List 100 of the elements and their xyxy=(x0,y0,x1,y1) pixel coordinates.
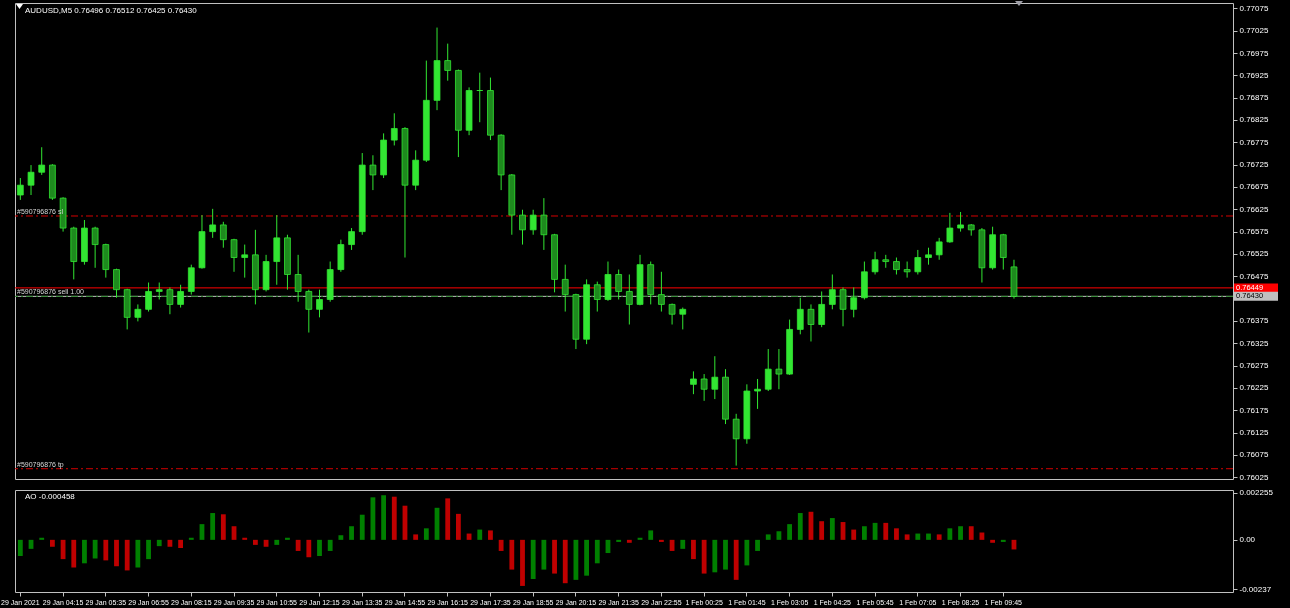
candlestick xyxy=(839,286,847,327)
candlestick xyxy=(273,214,281,286)
bar xyxy=(594,539,600,564)
bar xyxy=(359,514,365,540)
bar xyxy=(712,539,718,573)
bar xyxy=(455,513,461,540)
bar xyxy=(819,521,825,540)
candlestick xyxy=(230,238,238,273)
y-tick-label: -0.00237 xyxy=(1239,584,1272,594)
bar xyxy=(135,539,141,568)
bar xyxy=(958,526,963,540)
bar xyxy=(755,539,760,551)
bar xyxy=(71,539,77,568)
y-tick-label: 0.76475 xyxy=(1239,271,1269,281)
candlestick xyxy=(529,209,537,236)
candlestick xyxy=(914,249,922,275)
bar xyxy=(178,539,184,549)
bar xyxy=(861,526,867,540)
chart-title: AO -0.000458 xyxy=(25,491,76,501)
bar xyxy=(691,539,696,560)
bar xyxy=(445,498,451,540)
y-tick-label: 0.76775 xyxy=(1239,137,1269,147)
candlestick xyxy=(764,348,772,392)
candlestick xyxy=(305,289,313,334)
bar xyxy=(562,539,568,584)
bar xyxy=(17,539,23,556)
bar xyxy=(103,539,109,561)
candlestick xyxy=(38,146,46,176)
bar xyxy=(509,539,515,570)
y-tick-label: 0.77025 xyxy=(1239,26,1269,36)
bar xyxy=(851,529,857,540)
candlestick xyxy=(829,273,836,310)
bar xyxy=(242,537,248,540)
bar xyxy=(381,495,387,540)
candlestick xyxy=(241,244,249,279)
bar xyxy=(626,539,632,543)
bar xyxy=(391,496,397,540)
bar xyxy=(701,539,707,574)
candlestick xyxy=(615,269,622,300)
bar xyxy=(49,539,55,547)
bar xyxy=(114,539,119,567)
bar xyxy=(39,537,45,540)
candlestick xyxy=(294,254,302,303)
candlestick xyxy=(754,378,761,410)
y-tick-label: 0.76025 xyxy=(1239,472,1269,482)
candlestick xyxy=(113,268,120,299)
bar xyxy=(883,522,889,540)
candlestick xyxy=(17,177,24,201)
y-tick-label: 0.76975 xyxy=(1239,48,1269,58)
candlestick xyxy=(540,197,548,251)
bar xyxy=(723,539,728,570)
bar xyxy=(680,539,686,549)
candlestick xyxy=(946,212,954,244)
candlestick xyxy=(807,303,815,342)
candlestick xyxy=(561,264,569,313)
candlestick xyxy=(700,373,708,402)
candlestick xyxy=(732,413,740,467)
bar xyxy=(285,537,290,540)
y-tick-label: 0.76925 xyxy=(1239,70,1269,80)
bar xyxy=(188,537,194,540)
y-tick-label: 0.76275 xyxy=(1239,361,1269,371)
candlestick xyxy=(91,226,99,269)
bar xyxy=(552,539,557,574)
candlestick xyxy=(27,164,35,196)
candlestick xyxy=(818,290,825,328)
candlestick xyxy=(871,251,879,275)
y-tick-label: 0.00 xyxy=(1239,535,1256,545)
bar xyxy=(658,539,664,542)
bar xyxy=(477,529,483,540)
y-tick-label: 0.002255 xyxy=(1239,488,1274,498)
y-tick-label: 0.76825 xyxy=(1239,115,1269,125)
candlestick xyxy=(593,281,601,313)
bar xyxy=(146,539,151,560)
candlestick xyxy=(711,355,719,400)
candlestick xyxy=(690,370,697,395)
y-tick-label: 0.76175 xyxy=(1239,405,1269,415)
candlestick xyxy=(626,273,633,325)
bar xyxy=(306,539,312,558)
bar xyxy=(541,539,547,570)
bar xyxy=(327,539,333,551)
bar xyxy=(947,528,953,540)
bar xyxy=(274,539,280,545)
bar xyxy=(413,534,419,540)
bar xyxy=(616,539,622,542)
y-tick-label: 0.76325 xyxy=(1239,338,1269,348)
candlestick xyxy=(935,237,943,261)
y-tick-label: 0.76875 xyxy=(1239,93,1269,103)
bar xyxy=(520,539,525,586)
y-tick-label: 0.76625 xyxy=(1239,204,1269,214)
y-tick-label: 0.76375 xyxy=(1239,316,1269,326)
candlestick xyxy=(390,112,398,146)
y-tick-label: 0.76525 xyxy=(1239,249,1269,259)
bar xyxy=(338,535,344,540)
bar xyxy=(498,539,504,551)
candlestick xyxy=(145,282,152,313)
bar xyxy=(936,534,942,540)
candlestick xyxy=(444,43,452,82)
bar xyxy=(1000,539,1006,542)
bar xyxy=(904,534,910,540)
bar xyxy=(744,539,750,566)
